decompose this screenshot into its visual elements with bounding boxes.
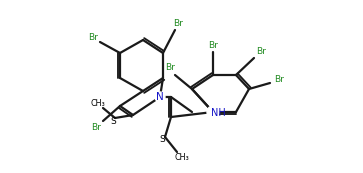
Text: CH₃: CH₃ bbox=[91, 98, 105, 107]
Text: CH₃: CH₃ bbox=[175, 153, 189, 162]
Text: S: S bbox=[159, 135, 165, 144]
Text: N: N bbox=[156, 92, 164, 102]
Text: Br: Br bbox=[165, 63, 175, 72]
Text: NH: NH bbox=[211, 108, 225, 118]
Text: Br: Br bbox=[256, 48, 266, 57]
Text: Br: Br bbox=[88, 34, 98, 43]
Circle shape bbox=[155, 92, 165, 102]
Text: Br: Br bbox=[208, 40, 218, 49]
Text: S: S bbox=[110, 116, 116, 125]
Circle shape bbox=[207, 106, 219, 118]
Text: Br: Br bbox=[91, 122, 101, 131]
Text: Br: Br bbox=[274, 75, 284, 84]
Text: Br: Br bbox=[173, 19, 183, 28]
